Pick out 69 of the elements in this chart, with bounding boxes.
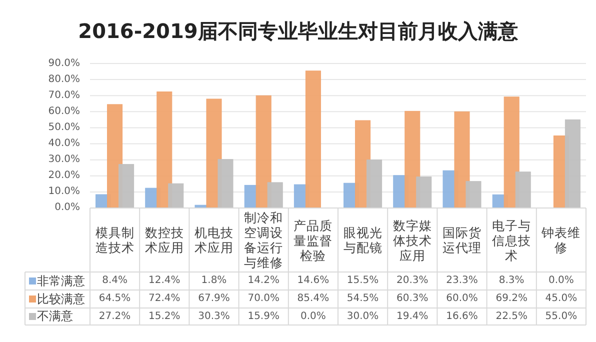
- y-tick-label: 20.0%: [47, 168, 80, 183]
- legend-label: 不满意: [37, 308, 73, 325]
- data-label: 55.0%: [544, 310, 578, 324]
- legend-label: 非常满意: [37, 273, 85, 290]
- data-label: 22.5%: [494, 310, 528, 324]
- data-label: 64.5%: [98, 292, 132, 306]
- bar: [416, 176, 432, 208]
- data-label: 20.3%: [396, 274, 430, 288]
- data-label: 19.4%: [396, 310, 430, 324]
- bar: [256, 95, 272, 208]
- x-tick-label: 眼视光与配镜: [342, 224, 384, 257]
- data-label: 12.4%: [148, 274, 182, 288]
- data-label: 23.3%: [445, 274, 479, 288]
- data-label: 60.0%: [445, 292, 479, 306]
- x-tick-label: 产品质量监督检验: [292, 216, 334, 264]
- chart-title: 2016-2019届不同专业毕业生对目前月收入满意: [77, 18, 519, 45]
- y-tick-label: 40.0%: [47, 136, 80, 151]
- y-tick-label: 70.0%: [47, 88, 80, 103]
- data-label: 30.3%: [197, 310, 231, 324]
- y-tick-label: 10.0%: [47, 184, 80, 199]
- data-label: 1.8%: [200, 274, 228, 288]
- data-label: 67.9%: [197, 292, 231, 306]
- data-label: 85.4%: [296, 292, 330, 306]
- bar: [366, 160, 382, 208]
- data-label: 45.0%: [544, 292, 578, 306]
- data-label: 14.6%: [296, 274, 330, 288]
- data-label: 0.0%: [299, 310, 327, 324]
- data-label: 27.2%: [98, 310, 132, 324]
- bar: [515, 172, 531, 208]
- data-label: 69.2%: [494, 292, 528, 306]
- bar: [118, 164, 134, 208]
- bar: [404, 110, 420, 208]
- x-tick-label: 数控技术应用: [144, 224, 185, 257]
- bar: [168, 183, 184, 208]
- data-label: 72.4%: [148, 292, 182, 306]
- x-tick-label: 模具制造技术: [94, 224, 136, 257]
- data-label: 15.2%: [148, 310, 182, 324]
- data-label: 15.5%: [346, 274, 380, 288]
- x-tick-label: 制冷和空调设备运行与维修: [243, 210, 284, 270]
- data-label: 16.6%: [445, 310, 479, 324]
- data-label: 8.4%: [101, 274, 128, 288]
- data-label: 30.0%: [346, 310, 380, 324]
- y-tick-label: 60.0%: [47, 104, 80, 119]
- y-tick-label: 0.0%: [54, 201, 80, 215]
- data-label: 14.2%: [246, 274, 280, 288]
- bar: [156, 92, 172, 208]
- data-label: 15.9%: [246, 310, 280, 324]
- bar: [267, 182, 283, 208]
- bar: [466, 181, 482, 208]
- y-tick-label: 50.0%: [47, 120, 80, 135]
- data-label: 8.3%: [498, 274, 526, 288]
- bar: [454, 111, 470, 208]
- data-label: 60.3%: [396, 292, 430, 306]
- bar: [504, 96, 520, 208]
- x-tick-label: 国际货运代理: [441, 224, 482, 257]
- y-tick-label: 30.0%: [47, 152, 80, 167]
- x-tick-label: 电子与信息技术: [491, 216, 532, 264]
- data-label: 54.5%: [346, 292, 380, 306]
- y-tick-label: 90.0%: [47, 56, 80, 70]
- bar: [218, 159, 234, 208]
- legend-label: 比较满意: [37, 291, 85, 308]
- x-tick-label: 数字媒体技术应用: [392, 216, 433, 264]
- bar: [564, 119, 580, 208]
- x-tick-label: 机电技术应用: [193, 224, 234, 257]
- data-label: 70.0%: [246, 292, 280, 306]
- y-tick-label: 80.0%: [47, 72, 80, 87]
- x-tick-label: 钟表维修: [540, 224, 582, 257]
- data-label: 0.0%: [547, 274, 575, 288]
- bar: [305, 70, 321, 208]
